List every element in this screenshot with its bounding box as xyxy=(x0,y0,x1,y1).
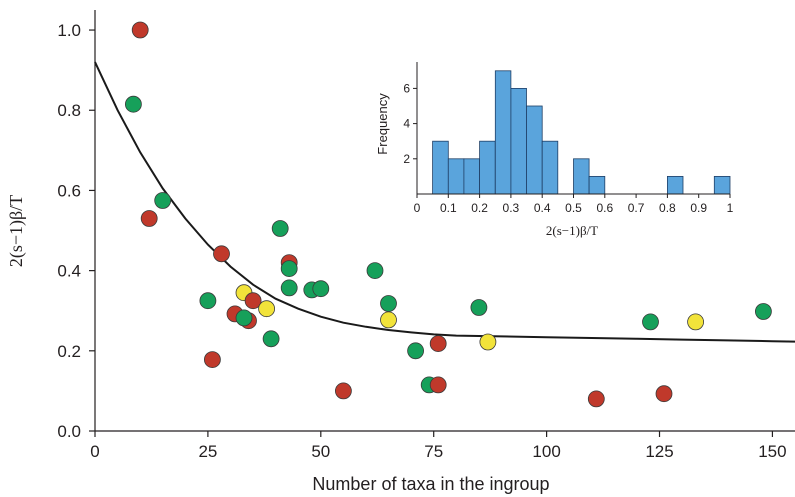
data-point-green xyxy=(124,95,142,113)
data-point-red xyxy=(244,292,262,310)
y-tick-label: 0.0 xyxy=(57,422,81,441)
data-point-green xyxy=(154,192,172,209)
data-point-green xyxy=(470,299,488,316)
x-tick-label: 125 xyxy=(645,442,673,461)
histogram-bar xyxy=(573,158,590,195)
data-point-green xyxy=(642,313,659,331)
inset-x-tick-label: 0.8 xyxy=(659,201,676,215)
x-tick-label: 0 xyxy=(90,442,99,461)
x-axis-title: Number of taxa in the ingroup xyxy=(312,474,549,494)
inset-x-tick-label: 0.3 xyxy=(503,201,520,215)
data-point-red xyxy=(587,390,605,408)
data-point-green xyxy=(280,260,298,278)
inset-y-tick-label: 2 xyxy=(403,152,410,166)
histogram-bar xyxy=(667,175,684,195)
histogram-bar xyxy=(479,140,496,195)
data-point-yellow xyxy=(380,311,397,329)
inset-x-tick-label: 0.1 xyxy=(440,201,457,215)
data-point-red xyxy=(429,335,447,353)
inset-bars xyxy=(432,70,731,195)
histogram-bar xyxy=(526,105,543,195)
inset-x-tick-label: 0.5 xyxy=(565,201,582,215)
histogram-bar xyxy=(588,175,606,195)
main-axes: 0 25 50 75 100 125 150 0.0 0.2 0.4 0.6 0.8 1.0 xyxy=(57,10,795,461)
data-point-yellow xyxy=(687,313,704,331)
data-point-green xyxy=(407,342,425,360)
inset-y-axis-title: Frequency xyxy=(375,93,390,155)
data-point-green xyxy=(280,279,298,297)
data-point-green xyxy=(199,292,217,310)
data-point-red xyxy=(131,21,149,39)
inset-histogram: 0 0.1 0.2 0.3 0.4 0.5 0.6 0.7 0.8 0.9 1 2 4 6 2(s−1)β… xyxy=(375,62,734,238)
data-point-red xyxy=(334,382,352,400)
data-point-green xyxy=(380,295,397,312)
x-tick-label: 100 xyxy=(532,442,560,461)
y-axis-title: 2(s−1)β/T xyxy=(6,195,27,267)
inset-x-axis-title: 2(s−1)β/T xyxy=(546,223,598,238)
data-points xyxy=(124,21,772,408)
inset-x-tick-label: 0.2 xyxy=(471,201,488,215)
inset-x-tick-label: 1 xyxy=(727,201,734,215)
data-point-red xyxy=(140,210,158,227)
inset-axes: 0 0.1 0.2 0.3 0.4 0.5 0.6 0.7 0.8 0.9 1 2 4 6 xyxy=(403,62,734,215)
histogram-bar xyxy=(541,140,559,195)
y-tick-label: 1.0 xyxy=(57,21,81,40)
data-point-green xyxy=(366,262,384,280)
inset-x-tick-label: 0.7 xyxy=(628,201,645,215)
data-point-green xyxy=(235,309,253,327)
histogram-bar xyxy=(432,140,449,195)
data-point-yellow xyxy=(258,300,276,318)
data-point-green xyxy=(755,303,772,320)
data-point-red xyxy=(429,376,447,394)
data-point-green xyxy=(271,220,289,237)
histogram-bar xyxy=(510,88,527,195)
histogram-bar xyxy=(494,70,512,195)
data-point-green xyxy=(262,330,280,348)
data-point-red xyxy=(655,385,673,403)
fitted-curve xyxy=(94,61,795,343)
histogram-bar xyxy=(447,158,465,195)
y-tick-label: 0.4 xyxy=(57,262,81,281)
inset-x-tick-label: 0.9 xyxy=(690,201,707,215)
histogram-bar xyxy=(463,158,480,195)
y-tick-label: 0.2 xyxy=(57,342,81,361)
inset-y-tick-label: 6 xyxy=(403,81,410,95)
x-tick-label: 150 xyxy=(758,442,786,461)
inset-x-tick-label: 0 xyxy=(414,201,421,215)
data-point-yellow xyxy=(479,333,497,351)
data-point-red xyxy=(213,245,230,263)
x-tick-label: 75 xyxy=(424,442,443,461)
y-tick-label: 0.6 xyxy=(57,181,81,200)
y-tick-label: 0.8 xyxy=(57,101,81,120)
histogram-bar xyxy=(713,175,731,195)
data-point-green xyxy=(312,280,330,298)
inset-x-tick-label: 0.6 xyxy=(596,201,613,215)
inset-x-tick-label: 0.4 xyxy=(534,201,551,215)
data-point-red xyxy=(203,351,221,369)
x-tick-label: 25 xyxy=(198,442,217,461)
x-tick-label: 50 xyxy=(311,442,330,461)
inset-y-tick-label: 4 xyxy=(403,117,410,131)
